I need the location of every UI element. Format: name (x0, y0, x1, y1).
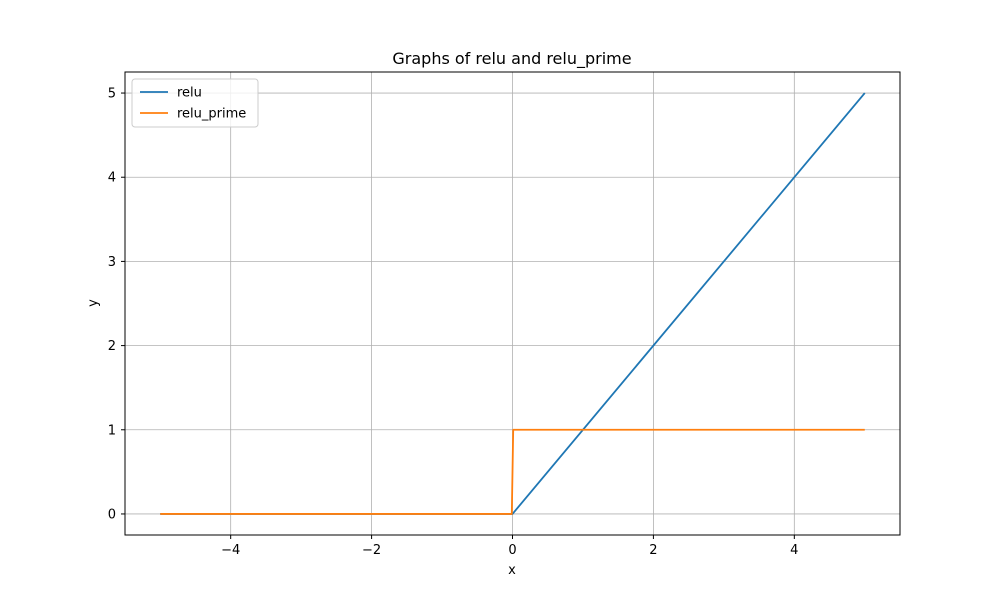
legend: relu relu_prime (131, 78, 259, 128)
series-line-relu-prime (160, 428, 865, 515)
y-tick-label: 5 (108, 87, 116, 102)
x-tick-label: −4 (221, 543, 240, 558)
legend-label-relu-prime: relu_prime (177, 107, 246, 122)
y-tick-label: 3 (108, 255, 116, 270)
x-tick-label: 4 (790, 543, 798, 558)
legend-label-relu: relu (177, 86, 202, 101)
y-tick-label: 4 (108, 171, 116, 186)
axis-ticks: −4 −2 0 2 4 0 1 2 3 4 5 (108, 87, 799, 558)
series-lines (160, 92, 866, 515)
y-tick-label: 0 (108, 507, 116, 522)
x-tick-label: −2 (362, 543, 381, 558)
x-tick-label: 0 (508, 543, 516, 558)
x-tick-label: 2 (649, 543, 657, 558)
y-tick-label: 2 (108, 339, 116, 354)
chart-title: Graphs of relu and relu_prime (392, 49, 631, 69)
y-tick-label: 1 (108, 423, 116, 438)
legend-box (131, 78, 259, 128)
y-axis-label: y (86, 299, 101, 307)
x-axis-label: x (508, 563, 516, 578)
